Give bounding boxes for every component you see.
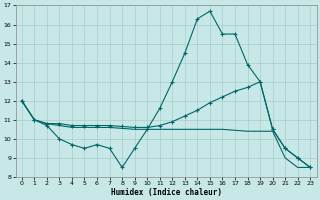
X-axis label: Humidex (Indice chaleur): Humidex (Indice chaleur) bbox=[110, 188, 221, 197]
